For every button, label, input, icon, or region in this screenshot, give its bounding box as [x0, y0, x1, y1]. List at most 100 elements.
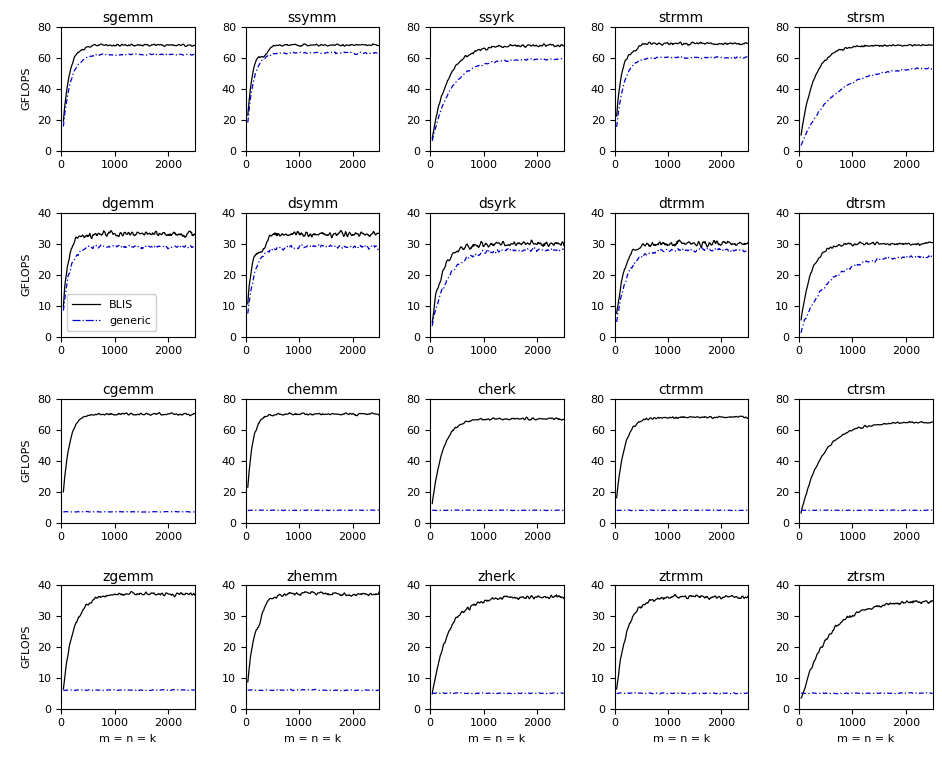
BLIS — [616, 648, 627, 657]
BLIS — [552, 40, 563, 49]
Title: sgemm: sgemm — [103, 11, 154, 25]
BLIS — [820, 56, 831, 65]
generic — [921, 253, 933, 262]
generic — [242, 685, 253, 694]
generic — [66, 507, 77, 516]
BLIS — [903, 417, 915, 426]
generic — [427, 136, 438, 146]
generic — [921, 688, 933, 697]
generic — [57, 122, 69, 131]
BLIS — [92, 229, 104, 238]
BLIS — [427, 689, 438, 698]
generic — [427, 506, 438, 515]
generic — [374, 685, 385, 694]
generic — [553, 689, 564, 698]
BLIS — [63, 74, 74, 83]
generic — [917, 688, 928, 697]
generic — [529, 243, 541, 252]
generic — [363, 245, 374, 254]
Line: BLIS: BLIS — [801, 45, 933, 135]
BLIS — [820, 247, 831, 256]
generic — [820, 99, 831, 108]
BLIS — [431, 662, 443, 672]
generic — [254, 506, 266, 515]
BLIS — [82, 42, 93, 52]
BLIS — [66, 244, 77, 253]
generic — [189, 685, 201, 694]
generic — [95, 240, 106, 249]
generic — [434, 290, 446, 299]
generic — [927, 252, 938, 261]
BLIS — [927, 41, 938, 50]
BLIS — [831, 435, 842, 444]
Line: BLIS: BLIS — [432, 595, 563, 694]
Line: BLIS: BLIS — [617, 594, 748, 689]
BLIS — [636, 41, 647, 50]
BLIS — [106, 226, 117, 235]
generic — [716, 506, 727, 515]
BLIS — [646, 414, 658, 423]
BLIS — [795, 694, 806, 703]
Line: generic: generic — [432, 58, 563, 141]
BLIS — [611, 309, 623, 318]
BLIS — [267, 594, 278, 603]
BLIS — [434, 455, 446, 464]
Line: generic: generic — [617, 248, 748, 322]
generic — [804, 124, 815, 133]
Line: generic: generic — [617, 693, 748, 694]
generic — [189, 241, 201, 250]
Line: BLIS: BLIS — [63, 412, 195, 492]
generic — [268, 506, 279, 515]
BLIS — [248, 255, 259, 265]
generic — [367, 506, 379, 515]
generic — [250, 506, 261, 515]
generic — [636, 55, 647, 64]
generic — [248, 506, 259, 515]
generic — [434, 506, 446, 515]
BLIS — [242, 111, 253, 120]
generic — [917, 252, 928, 262]
BLIS — [795, 315, 806, 324]
generic — [636, 688, 647, 697]
BLIS — [179, 409, 190, 418]
BLIS — [189, 590, 201, 600]
generic — [921, 506, 933, 515]
X-axis label: m = n = k: m = n = k — [653, 734, 710, 744]
Title: chemm: chemm — [286, 384, 338, 397]
BLIS — [737, 412, 748, 421]
Line: generic: generic — [63, 245, 195, 311]
Line: generic: generic — [63, 689, 195, 691]
BLIS — [184, 590, 195, 600]
generic — [122, 49, 133, 58]
generic — [683, 689, 694, 698]
BLIS — [547, 414, 559, 423]
Line: BLIS: BLIS — [432, 44, 563, 139]
generic — [646, 249, 658, 258]
generic — [242, 506, 253, 515]
generic — [189, 50, 201, 59]
generic — [619, 506, 630, 515]
Line: BLIS: BLIS — [248, 592, 380, 682]
Y-axis label: GFLOPS: GFLOPS — [22, 439, 32, 482]
generic — [179, 685, 190, 694]
BLIS — [248, 67, 259, 76]
generic — [363, 49, 374, 58]
BLIS — [552, 239, 563, 248]
Title: dsymm: dsymm — [287, 197, 338, 211]
BLIS — [737, 240, 748, 249]
generic — [611, 689, 623, 698]
BLIS — [538, 39, 549, 49]
BLIS — [558, 594, 569, 603]
BLIS — [335, 226, 347, 235]
generic — [733, 689, 744, 698]
generic — [367, 241, 379, 250]
generic — [646, 689, 658, 698]
BLIS — [367, 590, 379, 599]
generic — [267, 686, 278, 695]
BLIS — [57, 117, 69, 126]
generic — [92, 685, 104, 694]
BLIS — [363, 409, 374, 418]
generic — [795, 141, 806, 150]
BLIS — [367, 39, 379, 49]
BLIS — [831, 621, 842, 630]
